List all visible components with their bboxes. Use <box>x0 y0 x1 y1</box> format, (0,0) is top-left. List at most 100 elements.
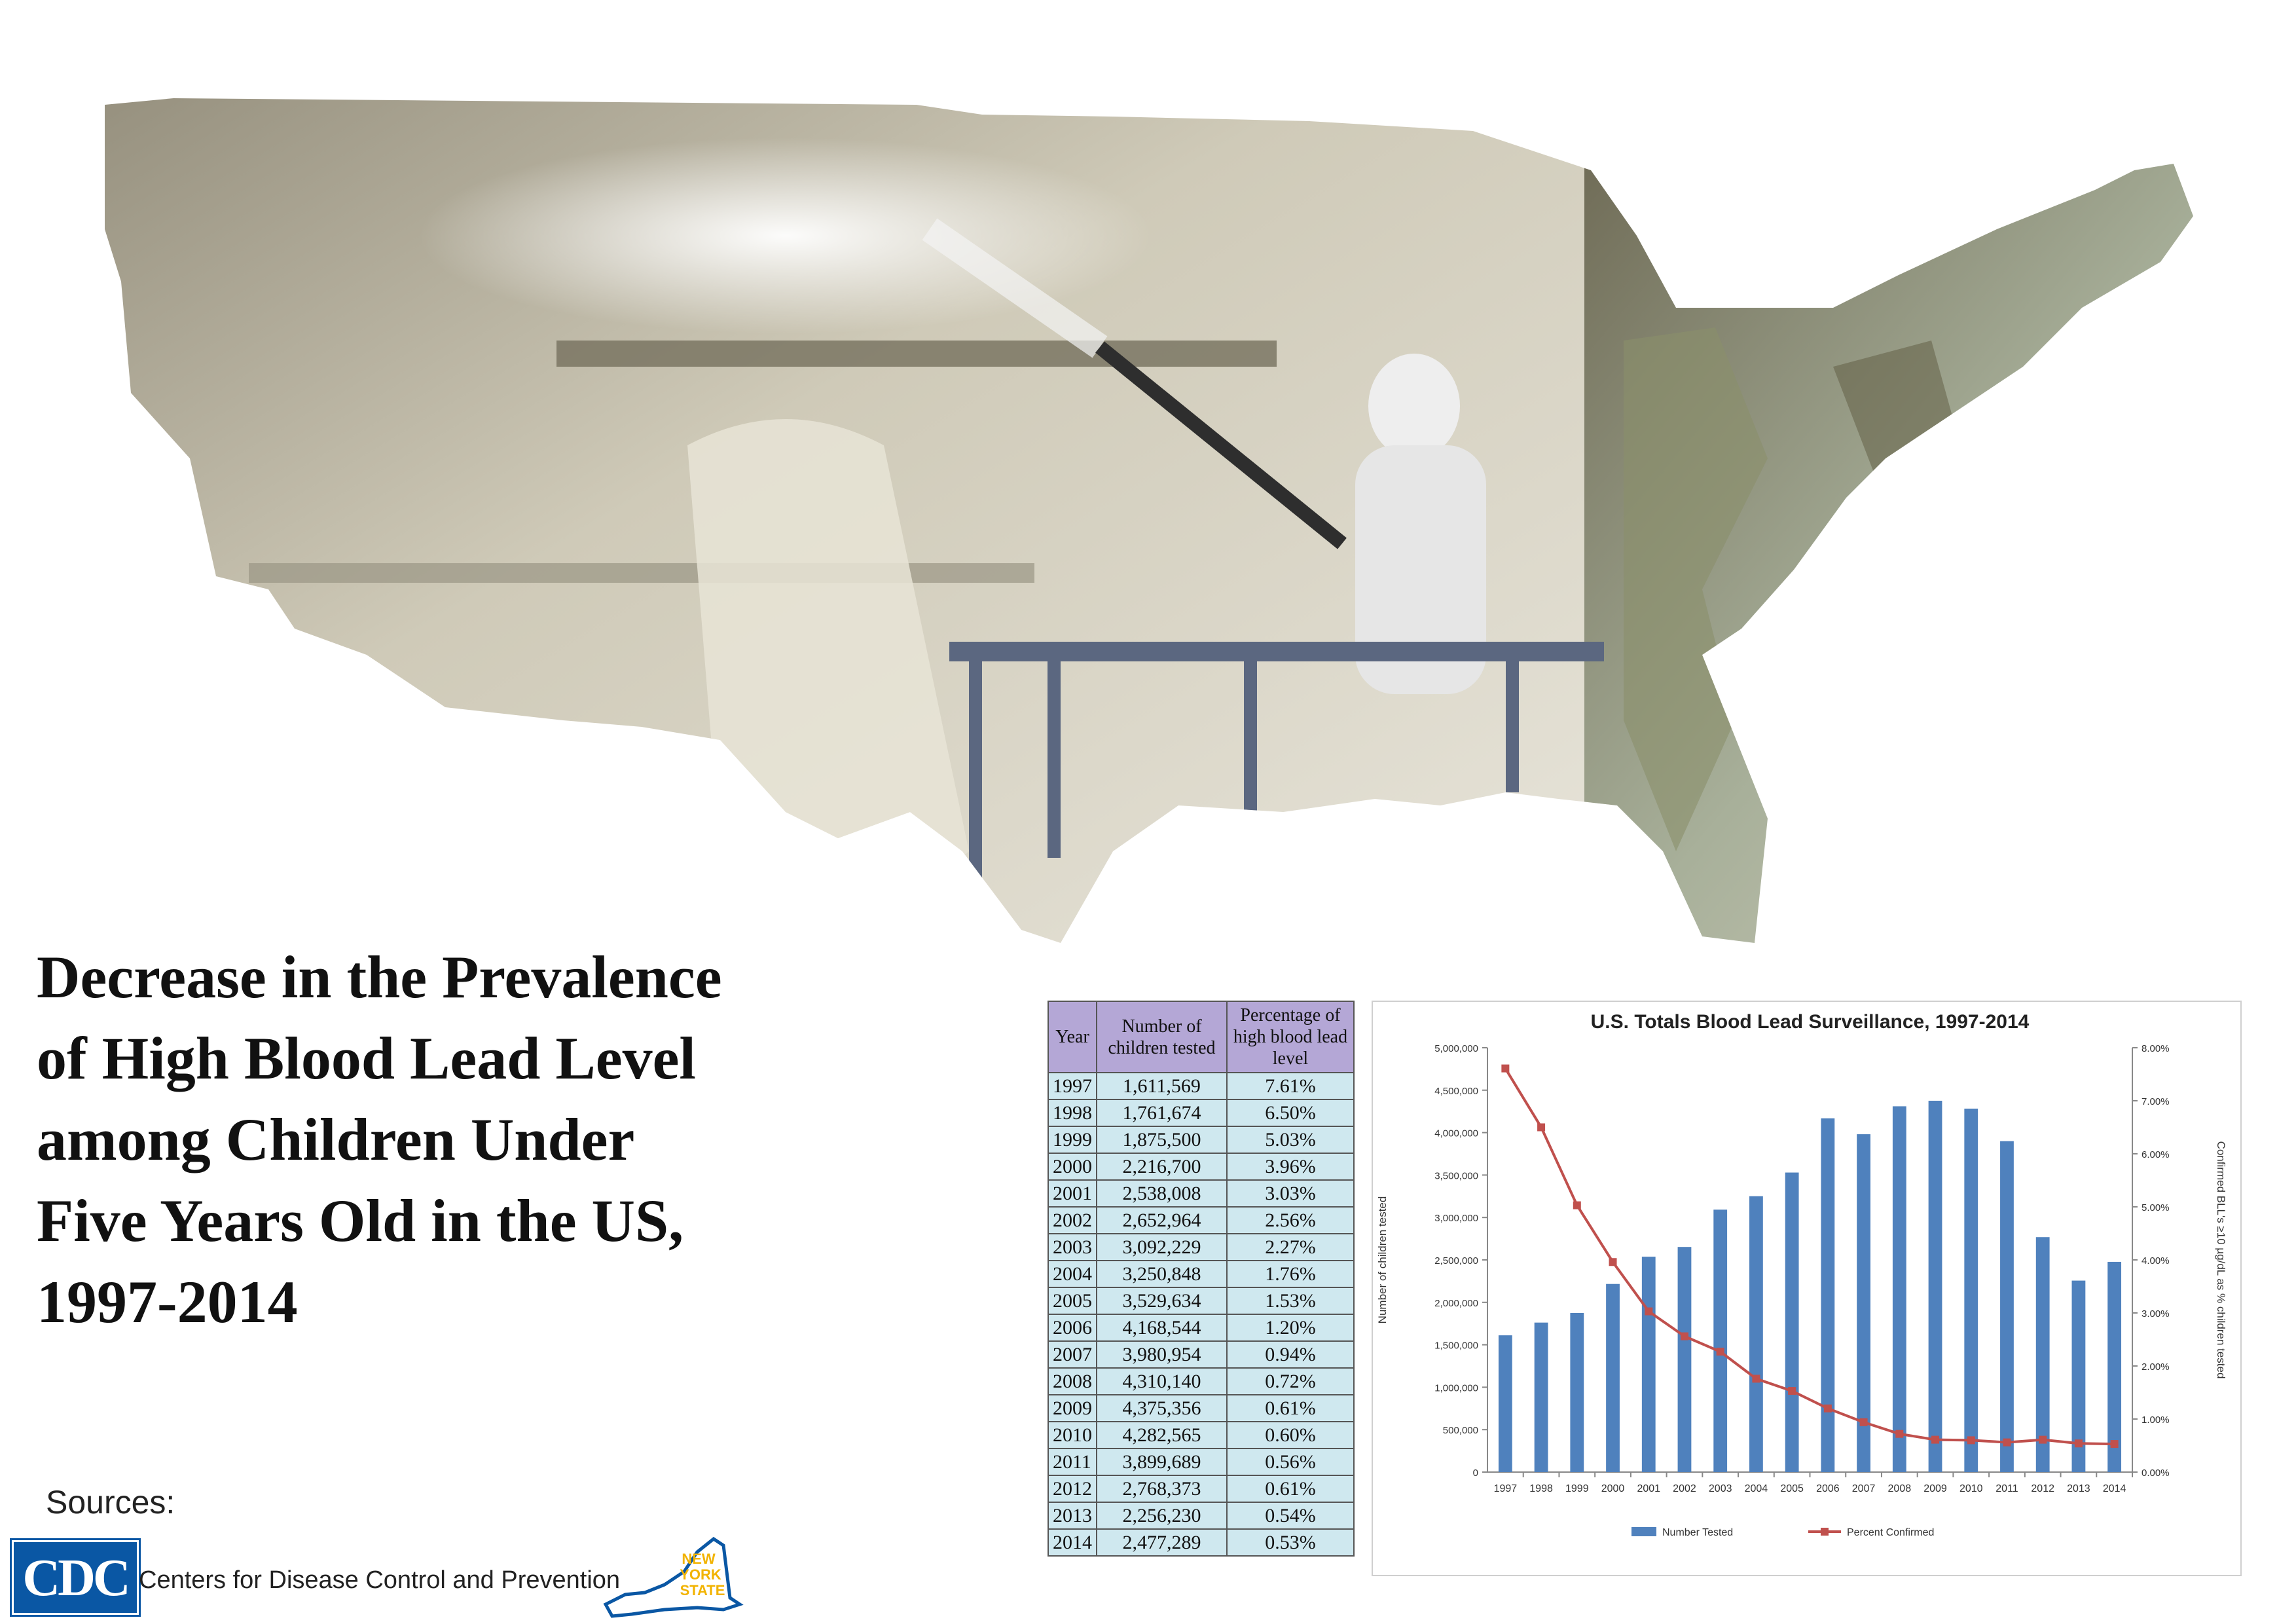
y-tick-label: 3,000,000 <box>1434 1213 1478 1224</box>
line-point <box>1752 1375 1760 1383</box>
cell-children-tested: 1,875,500 <box>1096 1126 1228 1154</box>
table-row: 2011 3,899,689 0.56% <box>1048 1448 1355 1476</box>
cell-percentage: 1.20% <box>1226 1314 1355 1342</box>
line-point <box>1788 1387 1796 1395</box>
table-row: 2002 2,652,964 2.56% <box>1048 1206 1355 1234</box>
cell-children-tested: 2,256,230 <box>1096 1502 1228 1530</box>
bar <box>1749 1196 1763 1472</box>
bar <box>1606 1283 1620 1472</box>
y2-tick-label: 6.00% <box>2141 1149 2170 1160</box>
cell-year: 1997 <box>1048 1072 1097 1100</box>
table-row: 1999 1,875,500 5.03% <box>1048 1126 1355 1154</box>
title-line: 1997-2014 <box>37 1268 298 1335</box>
ny-logo-line2: YORK <box>680 1566 721 1583</box>
cell-percentage: 0.54% <box>1226 1502 1355 1530</box>
line-point <box>2039 1435 2047 1444</box>
cell-children-tested: 3,980,954 <box>1096 1340 1228 1369</box>
sources-label: Sources: <box>46 1484 175 1521</box>
line-point <box>1573 1201 1581 1209</box>
y-tick-label: 5,000,000 <box>1434 1043 1478 1054</box>
y2-tick-label: 2.00% <box>2141 1361 2170 1373</box>
cell-percentage: 0.56% <box>1226 1448 1355 1476</box>
line-point <box>1609 1258 1617 1266</box>
x-tick-label: 2007 <box>1852 1483 1876 1494</box>
table-row: 2012 2,768,373 0.61% <box>1048 1475 1355 1503</box>
cell-year: 1999 <box>1048 1126 1097 1154</box>
legend-label-percent-confirmed: Percent Confirmed <box>1847 1527 1934 1538</box>
title-line: Decrease in the Prevalence <box>37 944 722 1010</box>
ny-state-logo: NEW YORK STATE <box>603 1536 744 1618</box>
cell-percentage: 0.53% <box>1226 1528 1355 1557</box>
x-tick-label: 2005 <box>1780 1483 1804 1494</box>
legend-swatch-percent-confirmed-marker <box>1821 1528 1829 1536</box>
cell-percentage: 0.61% <box>1226 1475 1355 1503</box>
line-point <box>2110 1440 2119 1449</box>
cell-children-tested: 1,611,569 <box>1096 1072 1228 1100</box>
cell-year: 2011 <box>1048 1448 1097 1476</box>
cell-children-tested: 4,168,544 <box>1096 1314 1228 1342</box>
cell-children-tested: 2,538,008 <box>1096 1179 1228 1208</box>
cdc-logo-text: CDC <box>22 1549 130 1607</box>
table-row: 2000 2,216,700 3.96% <box>1048 1153 1355 1181</box>
bar <box>1928 1100 1942 1472</box>
cell-year: 2002 <box>1048 1206 1097 1234</box>
bar <box>1857 1134 1870 1472</box>
cell-percentage: 0.61% <box>1226 1394 1355 1422</box>
table-row: 2006 4,168,544 1.20% <box>1048 1314 1355 1342</box>
y2-tick-label: 0.00% <box>2141 1467 2170 1479</box>
table-row: 2001 2,538,008 3.03% <box>1048 1179 1355 1208</box>
cell-year: 2004 <box>1048 1260 1097 1288</box>
x-tick-label: 2000 <box>1601 1483 1625 1494</box>
cdc-logo: CDC <box>12 1540 139 1615</box>
y2-tick-label: 7.00% <box>2141 1096 2170 1107</box>
y-tick-label: 0 <box>1473 1467 1478 1479</box>
x-tick-label: 2006 <box>1816 1483 1840 1494</box>
cell-children-tested: 2,768,373 <box>1096 1475 1228 1503</box>
x-tick-label: 1999 <box>1565 1483 1589 1494</box>
cell-year: 2008 <box>1048 1367 1097 1395</box>
chart-title: U.S. Totals Blood Lead Surveillance, 199… <box>1591 1011 2030 1033</box>
line-point <box>1931 1435 1940 1444</box>
line-point <box>1967 1436 1975 1445</box>
cell-children-tested: 4,375,356 <box>1096 1394 1228 1422</box>
x-tick-label: 2011 <box>1995 1483 2018 1494</box>
line-point <box>1895 1430 1904 1438</box>
cell-children-tested: 4,282,565 <box>1096 1421 1228 1449</box>
chart-panel: U.S. Totals Blood Lead Surveillance, 199… <box>1372 1001 2242 1576</box>
cell-year: 2005 <box>1048 1287 1097 1315</box>
x-tick-label: 2009 <box>1923 1483 1947 1494</box>
x-tick-label: 1998 <box>1529 1483 1553 1494</box>
table-row: 2014 2,477,289 0.53% <box>1048 1528 1355 1557</box>
y-tick-label: 2,500,000 <box>1434 1255 1478 1266</box>
y2-tick-label: 8.00% <box>2141 1043 2170 1054</box>
bar <box>2035 1237 2050 1472</box>
ny-logo-line3: STATE <box>680 1582 725 1598</box>
x-tick-label: 2014 <box>2103 1483 2126 1494</box>
bar <box>1821 1118 1835 1472</box>
table-row: 2010 4,282,565 0.60% <box>1048 1421 1355 1449</box>
x-tick-label: 2002 <box>1673 1483 1696 1494</box>
bar <box>1964 1108 1978 1472</box>
bar <box>1498 1335 1512 1472</box>
bar <box>1534 1322 1548 1472</box>
y2-tick-label: 5.00% <box>2141 1202 2170 1213</box>
cell-percentage: 3.03% <box>1226 1179 1355 1208</box>
bar <box>1677 1247 1692 1472</box>
title-line: Five Years Old in the US, <box>37 1187 684 1254</box>
bar <box>1713 1209 1728 1472</box>
cell-year: 2013 <box>1048 1502 1097 1530</box>
bar <box>1892 1106 1906 1472</box>
line-point <box>2003 1438 2011 1447</box>
table-row: 2013 2,256,230 0.54% <box>1048 1502 1355 1530</box>
cell-children-tested: 3,092,229 <box>1096 1233 1228 1261</box>
y-axis-label: Number of children tested <box>1376 1196 1389 1324</box>
cell-percentage: 0.94% <box>1226 1340 1355 1369</box>
cell-children-tested: 2,216,700 <box>1096 1153 1228 1181</box>
cell-percentage: 2.56% <box>1226 1206 1355 1234</box>
cell-percentage: 5.03% <box>1226 1126 1355 1154</box>
bar <box>2071 1280 2086 1472</box>
us-map-photo <box>105 98 2193 943</box>
table-body: 1997 1,611,569 7.61% 1998 1,761,674 6.50% 1999… <box>1048 1072 1355 1557</box>
bar <box>1785 1172 1799 1472</box>
x-tick-label: 2003 <box>1709 1483 1732 1494</box>
